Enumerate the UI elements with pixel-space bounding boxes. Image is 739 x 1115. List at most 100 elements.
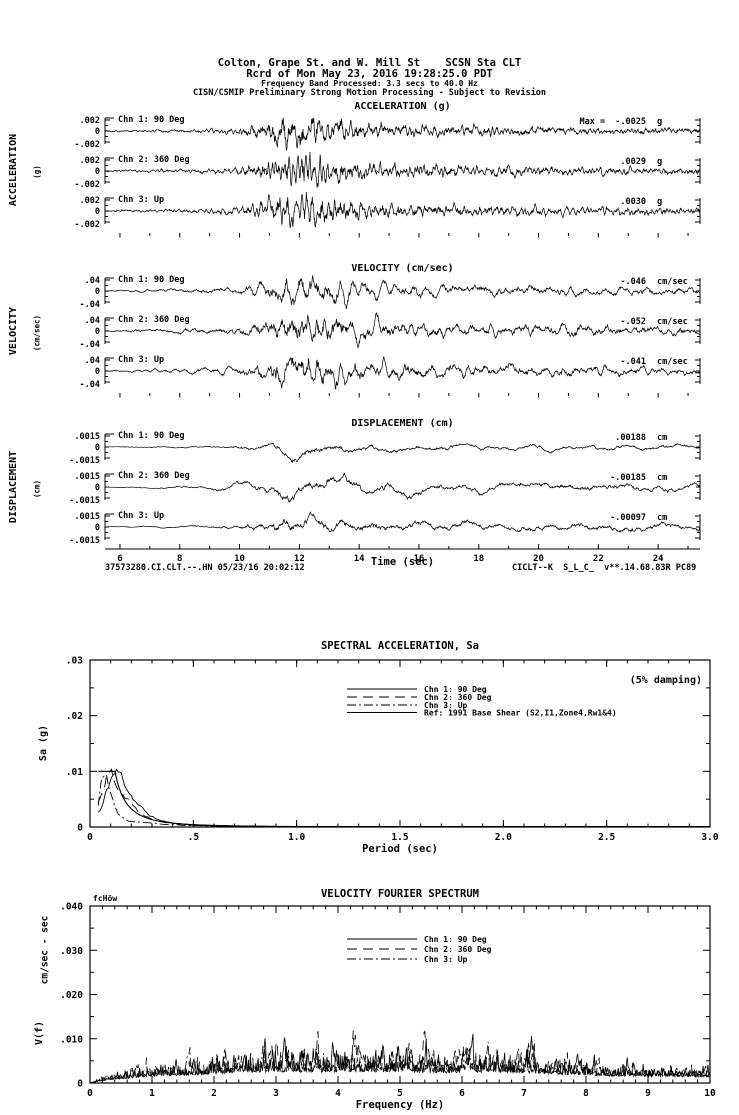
channel-label: Chn 3: Up: [118, 511, 164, 521]
seismogram-trace-ch3: [104, 356, 701, 390]
channel-label: Chn 3: Up: [118, 195, 164, 205]
scale-label-zero: 0: [95, 287, 100, 297]
sa-x-tick-label: 2.5: [598, 832, 615, 843]
scale-label-bottom: -.0015: [69, 536, 100, 546]
peak-value-label: -.052: [620, 317, 646, 327]
sa-x-tick-label: 1.5: [391, 832, 408, 843]
scale-label-zero: 0: [95, 167, 100, 177]
scale-label-top: .002: [80, 196, 100, 206]
sa-x-tick-label: 1.0: [288, 832, 305, 843]
sa-legend-label: Chn 3: Up: [424, 701, 468, 710]
time-tick-label: 12: [294, 554, 305, 564]
fourier-x-tick-label: 2: [211, 1088, 217, 1099]
fourier-legend-label: Chn 3: Up: [424, 955, 468, 964]
scale-label-bottom: -.0015: [69, 496, 100, 506]
seismogram-trace-ch1: [104, 117, 701, 152]
acceleration-section-title: ACCELERATION (g): [354, 101, 451, 112]
scale-label-zero: 0: [95, 367, 100, 377]
peak-value-label: Max = -.0025: [579, 117, 646, 127]
sa-x-tick-label: 2.0: [495, 832, 512, 843]
seismogram-trace-ch2: [105, 311, 701, 349]
fourier-y-tick-label: .020: [60, 990, 83, 1001]
fourier-x-tick-label: 5: [397, 1088, 403, 1099]
scale-label-bottom: -.04: [80, 340, 100, 350]
fourier-x-tick-label: 8: [583, 1088, 589, 1099]
displacement-section-title: DISPLACEMENT (cm): [351, 418, 454, 429]
peak-unit-label: cm/sec: [657, 317, 688, 327]
fourier-x-tick-label: 9: [645, 1088, 651, 1099]
scale-label-top: .0015: [74, 432, 100, 442]
channel-label: Chn 1: 90 Deg: [118, 275, 185, 285]
fourier-y-tick-label: .040: [60, 902, 83, 913]
channel-label: Chn 2: 360 Deg: [118, 155, 190, 165]
sa-curve-chn1: [98, 768, 709, 828]
scale-label-bottom: -.002: [74, 220, 100, 230]
velocity-section-title: VELOCITY (cm/sec): [351, 263, 454, 274]
seismogram-trace-ch1: [104, 274, 701, 310]
peak-unit-label: g: [657, 197, 662, 207]
scale-label-bottom: -.04: [80, 300, 100, 310]
scale-label-top: .002: [80, 116, 100, 126]
scale-label-zero: 0: [95, 327, 100, 337]
scale-label-top: .04: [85, 276, 100, 286]
fourier-y-tick-label: 0: [77, 1079, 83, 1090]
scale-label-top: .0015: [74, 512, 100, 522]
peak-value-label: -.046: [620, 277, 646, 287]
channel-label: Chn 2: 360 Deg: [118, 471, 190, 481]
time-tick-label: 16: [414, 554, 425, 564]
scale-label-zero: 0: [95, 207, 100, 217]
scale-label-top: .002: [80, 156, 100, 166]
seismogram-trace-ch1: [105, 442, 701, 464]
channel-label: Chn 3: Up: [118, 355, 164, 365]
station-title: Colton, Grape St. and W. Mill St SCSN St…: [217, 57, 522, 69]
processing-code-footer: CICLT--K S_L_C_ v**.14.68.83R PC89: [512, 563, 697, 573]
fourier-curve-chn3: [89, 1041, 711, 1084]
sa-y-tick-label: .01: [66, 767, 83, 778]
scale-label-bottom: -.0015: [69, 456, 100, 466]
scale-label-zero: 0: [95, 127, 100, 137]
channel-label: Chn 1: 90 Deg: [118, 115, 185, 125]
frequency-band-note: Frequency Band Processed: 3.3 secs to 40…: [261, 79, 478, 88]
time-tick-label: 18: [473, 554, 484, 564]
fourier-x-tick-label: 3: [273, 1088, 279, 1099]
scale-label-zero: 0: [95, 443, 100, 453]
sa-legend-label: Chn 1: 90 Deg: [424, 685, 487, 694]
time-tick-label: 20: [533, 554, 544, 564]
fourier-x-tick-label: 1: [149, 1088, 155, 1099]
scale-label-zero: 0: [95, 523, 100, 533]
sa-y-tick-label: 0: [77, 823, 83, 834]
peak-unit-label: cm: [657, 473, 667, 483]
damping-annotation: (5% damping): [630, 674, 702, 686]
fourier-x-tick-label: 0: [87, 1088, 93, 1099]
fourier-legend-label: Chn 2: 360 Deg: [424, 945, 492, 954]
sa-frame: [89, 659, 711, 828]
record-id-footer: 37573280.CI.CLT.--.HN 05/23/16 20:02:12: [105, 563, 305, 573]
peak-value-label: -.00097: [610, 513, 646, 523]
sa-curve-chn3: [97, 774, 709, 828]
peak-unit-label: g: [657, 117, 662, 127]
scale-label-zero: 0: [95, 483, 100, 493]
fourier-corner-note: fcHöw: [93, 894, 118, 903]
peak-value-label: -.00185: [610, 473, 646, 483]
fourier-x-tick-label: 4: [335, 1088, 341, 1099]
time-tick-label: 14: [354, 554, 365, 564]
fourier-x-axis-label: Frequency (Hz): [355, 1099, 445, 1111]
time-tick-label: 10: [234, 554, 245, 564]
seismogram-trace-ch3: [104, 191, 701, 229]
fourier-curve-chn1: [89, 1033, 711, 1084]
fourier-y-tick-label: .010: [60, 1034, 83, 1045]
peak-value-label: .00188: [615, 433, 646, 443]
sa-x-axis-label: Period (sec): [362, 843, 438, 855]
sa-curve-chn2: [97, 768, 709, 828]
seismogram-trace-ch2: [104, 472, 701, 503]
scale-label-bottom: -.002: [74, 180, 100, 190]
fourier-legend-label: Chn 1: 90 Deg: [424, 935, 487, 944]
fourier-y-tick-label: .030: [60, 946, 83, 957]
scale-label-top: .04: [85, 316, 100, 326]
time-tick-label: 24: [653, 554, 664, 564]
scale-label-top: .04: [85, 356, 100, 366]
peak-value-label: .0029: [620, 157, 646, 167]
channel-label: Chn 1: 90 Deg: [118, 431, 185, 441]
